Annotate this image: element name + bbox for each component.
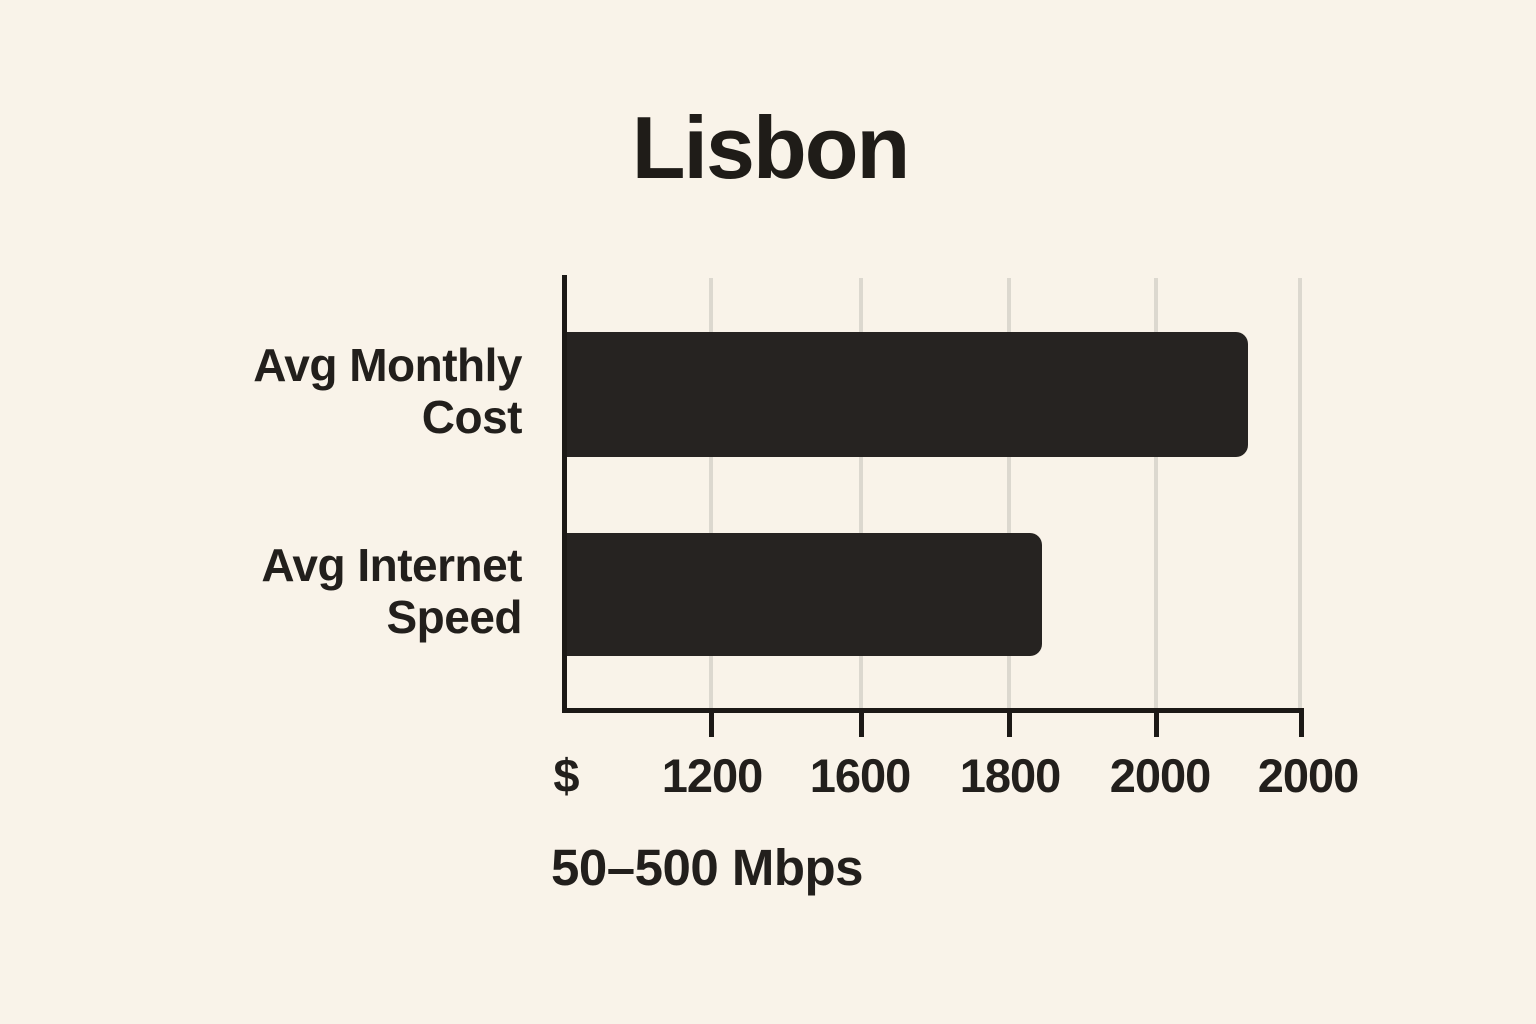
x-tick-label-2000a: 2000	[1109, 749, 1212, 802]
x-tickmark-4	[1154, 710, 1159, 737]
gridline-2	[859, 278, 863, 710]
y-axis-line	[562, 275, 567, 712]
chart-title: Lisbon	[631, 98, 910, 197]
x-axis-unit-label: 50–500 Mbps	[551, 839, 864, 896]
gridline-3	[1007, 278, 1011, 710]
category-label-avg-monthly-cost: Avg Monthly Cost	[253, 339, 522, 443]
x-tick-label-2000b: 2000	[1257, 749, 1360, 802]
x-tick-label-1200: 1200	[661, 749, 764, 802]
x-tick-label-dollar: $	[553, 749, 579, 802]
bar-avg-monthly-cost	[567, 332, 1248, 457]
x-tick-label-1600: 1600	[809, 749, 912, 802]
gridline-1	[709, 278, 713, 710]
plot-area	[565, 278, 1302, 710]
x-tickmark-5	[1299, 710, 1304, 737]
gridline-5	[1298, 278, 1302, 710]
x-tick-label-1800: 1800	[959, 749, 1062, 802]
gridline-4	[1154, 278, 1158, 710]
bar-avg-internet-speed	[567, 533, 1042, 656]
x-tickmark-3	[1007, 710, 1012, 737]
x-axis-line	[562, 708, 1304, 713]
x-tickmark-1	[709, 710, 714, 737]
x-tickmark-2	[859, 710, 864, 737]
category-label-avg-internet-speed: Avg Internet Speed	[261, 539, 522, 643]
